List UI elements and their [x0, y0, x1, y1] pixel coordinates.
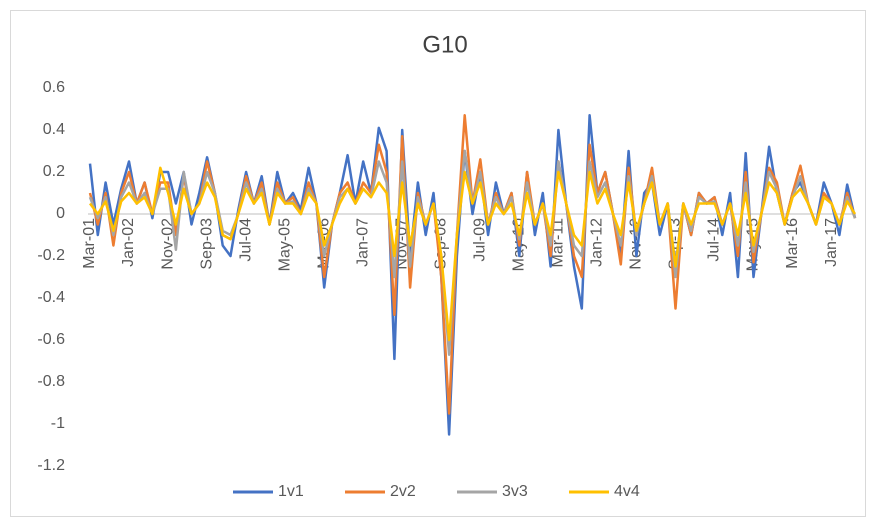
chart-border — [10, 10, 866, 517]
x-tick-label: Jul-04 — [237, 218, 254, 262]
y-tick-label: -0.6 — [37, 331, 65, 348]
y-tick-label: 0 — [56, 205, 65, 222]
y-tick-label: -0.4 — [37, 289, 65, 306]
y-tick-label: 0.6 — [43, 79, 65, 96]
x-tick-label: Jan-02 — [120, 218, 137, 267]
legend-label: 2v2 — [390, 483, 416, 500]
x-tick-label: Jul-14 — [706, 218, 723, 262]
x-tick-label: Mar-01 — [81, 218, 98, 269]
x-tick-label: Sep-03 — [198, 218, 215, 270]
y-tick-label: 0.2 — [43, 163, 65, 180]
x-tick-label: May-05 — [276, 218, 293, 271]
y-tick-label: -0.8 — [37, 373, 65, 390]
legend-label: 1v1 — [278, 483, 304, 500]
x-tick-label: Jan-17 — [823, 218, 840, 267]
legend-label: 4v4 — [614, 483, 640, 500]
x-tick-label: Jan-12 — [589, 218, 606, 267]
series-line — [88, 166, 857, 342]
y-tick-label: -0.2 — [37, 247, 65, 264]
y-tick-label: 0.4 — [43, 121, 65, 138]
y-tick-label: -1.2 — [37, 457, 65, 474]
chart-title: G10 — [422, 31, 467, 58]
x-tick-label: Nov-02 — [159, 218, 176, 270]
x-tick-label: Jul-09 — [472, 218, 489, 262]
legend-label: 3v3 — [502, 483, 528, 500]
y-tick-label: -1 — [51, 415, 65, 432]
x-tick-label: Mar-16 — [784, 218, 801, 269]
x-tick-label: Jan-07 — [354, 218, 371, 267]
